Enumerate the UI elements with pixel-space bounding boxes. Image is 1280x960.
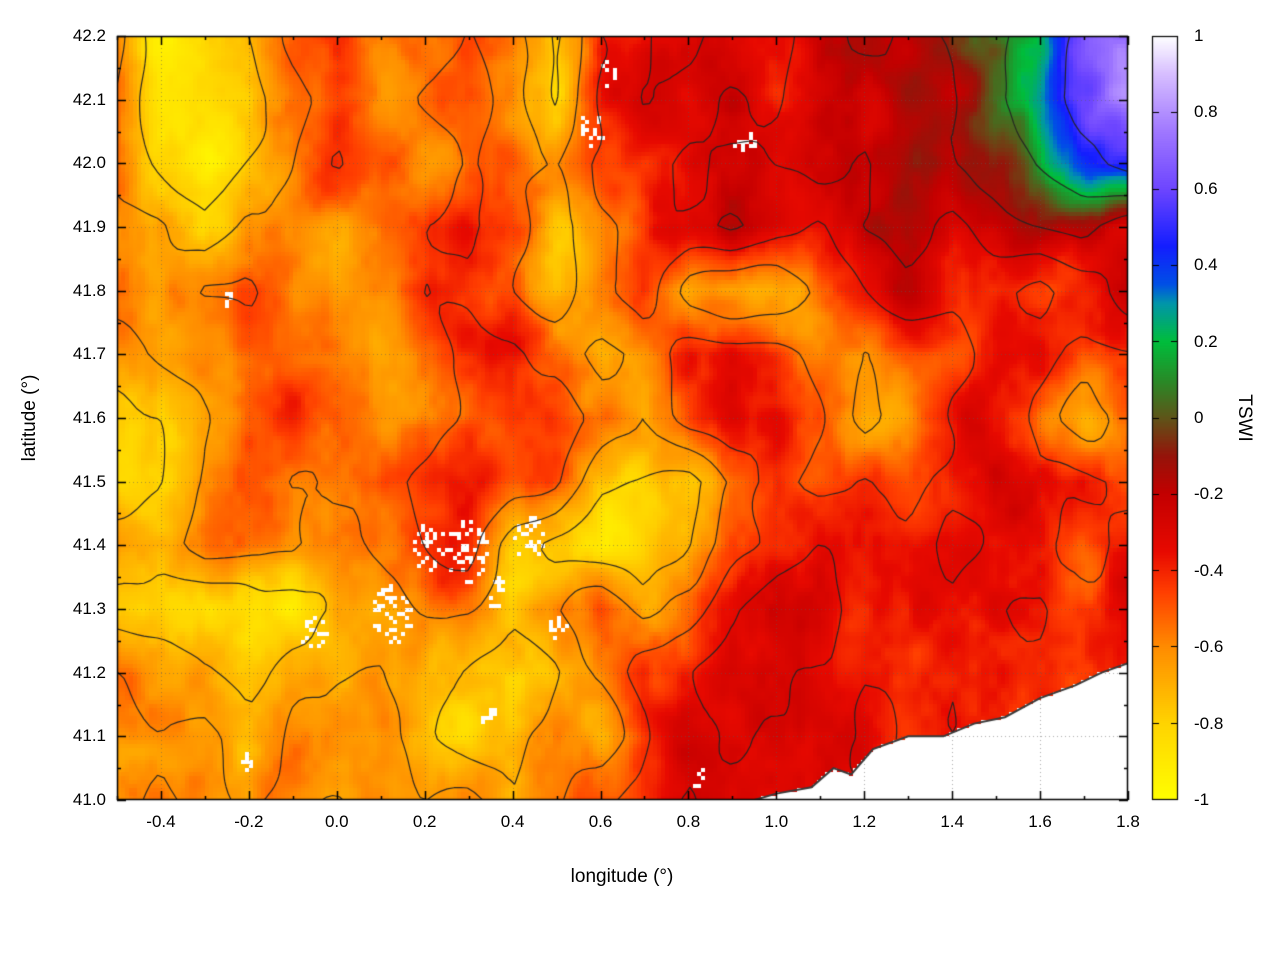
x-tick-label: 0.0 [324, 812, 349, 831]
y-tick-label: 41.7 [72, 344, 106, 364]
colorbar-tick-label: 0.2 [1194, 331, 1218, 351]
x-tick-label: 1.2 [852, 812, 877, 831]
x-tick-label: -0.2 [234, 812, 264, 831]
colorbar-tick-label: -0.2 [1194, 484, 1224, 504]
y-tick-label: 41.8 [72, 280, 106, 300]
colorbar-label: TSWI [1234, 394, 1255, 442]
y-tick-label: 41.6 [72, 408, 106, 427]
x-tick-label: 1.8 [1116, 812, 1140, 831]
y-tick-label: 41.1 [72, 726, 106, 746]
y-tick-label: 41.3 [72, 599, 106, 618]
x-tick-label: 0.2 [412, 812, 437, 831]
colorbar-tick-label: -0.8 [1194, 713, 1224, 733]
x-tick-label: 0.8 [676, 812, 701, 831]
y-tick-label: 41.0 [72, 790, 106, 809]
y-tick-label: 41.5 [72, 471, 106, 491]
x-axis-label: longitude (°) [570, 866, 674, 887]
colorbar-tick-label: -0.6 [1194, 637, 1224, 657]
x-tick-label: 1.6 [1028, 812, 1052, 831]
x-tick-label: 1.4 [940, 812, 964, 831]
colorbar-tick-label: 0.4 [1194, 255, 1218, 275]
x-tick-label: -0.4 [146, 812, 176, 831]
x-tick-label: 0.6 [588, 812, 613, 831]
y-tick-label: 41.2 [72, 662, 106, 682]
y-tick-label: 42.0 [72, 153, 106, 173]
x-tick-label: 1.0 [764, 812, 789, 831]
x-tick-label: 0.4 [500, 812, 525, 831]
colorbar-tick-label: 0 [1194, 408, 1204, 427]
y-tick-label: 41.9 [72, 217, 106, 236]
y-tick-label: 41.4 [72, 535, 106, 555]
colorbar-tick-label: 1 [1194, 26, 1204, 45]
y-tick-label: 42.1 [72, 89, 106, 109]
colorbar-tick-label: -0.4 [1194, 560, 1224, 580]
colorbar-tick-label: -1 [1194, 790, 1210, 809]
y-axis-label: latitude (°) [19, 374, 40, 462]
colorbar-tick-label: 0.8 [1194, 102, 1218, 122]
y-tick-label: 42.2 [72, 26, 106, 45]
colorbar-tick-label: 0.6 [1194, 178, 1218, 198]
